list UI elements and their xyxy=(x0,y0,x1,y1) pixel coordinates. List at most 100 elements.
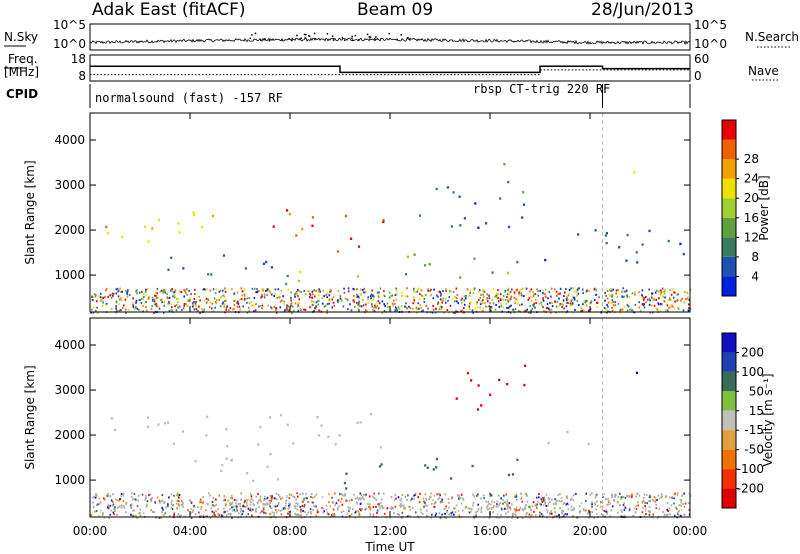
echo-cell xyxy=(496,513,499,516)
echo-cell xyxy=(420,288,422,291)
echo-cell xyxy=(625,289,628,292)
noise-search-point xyxy=(249,37,252,40)
echo-cell xyxy=(542,299,545,302)
echo-cell xyxy=(358,497,361,500)
echo-cell xyxy=(230,458,233,462)
echo-cell xyxy=(554,501,557,504)
echo-cell xyxy=(338,434,341,437)
echo-cell xyxy=(687,307,690,310)
echo-cell xyxy=(611,495,614,498)
echo-cell xyxy=(644,508,647,511)
echo-cell xyxy=(412,287,415,290)
echo-cell xyxy=(239,505,242,508)
echo-cell xyxy=(350,237,353,240)
echo-cell xyxy=(374,302,377,305)
echo-cell xyxy=(315,305,318,308)
echo-cell xyxy=(543,309,545,312)
echo-cell xyxy=(287,305,290,308)
echo-cell xyxy=(659,310,661,313)
echo-cell xyxy=(154,291,157,294)
echo-cell xyxy=(600,501,603,504)
echo-cell xyxy=(279,306,282,309)
velocity-colorbar-segment xyxy=(722,449,736,470)
noise-search-point xyxy=(251,34,253,36)
echo-cell xyxy=(566,495,568,498)
echo-cell xyxy=(401,494,404,497)
power-colorbar-segment xyxy=(722,178,736,199)
echo-cell xyxy=(296,492,298,495)
echo-cell xyxy=(194,302,197,305)
echo-cell xyxy=(297,304,299,307)
echo-cell xyxy=(412,307,414,310)
noise-search-point xyxy=(332,39,335,41)
echo-cell xyxy=(133,509,135,512)
echo-cell xyxy=(215,509,217,512)
echo-cell xyxy=(598,296,600,299)
echo-cell xyxy=(666,309,669,312)
echo-cell xyxy=(523,295,525,298)
echo-cell xyxy=(336,508,339,511)
echo-cell xyxy=(231,501,234,504)
echo-cell xyxy=(429,496,432,499)
echo-cell xyxy=(356,295,358,298)
echo-cell xyxy=(465,294,467,297)
echo-cell xyxy=(507,180,510,184)
echo-cell xyxy=(284,504,287,507)
echo-cell xyxy=(173,514,175,517)
noise-search-point xyxy=(409,39,411,41)
echo-cell xyxy=(533,302,535,305)
echo-cell xyxy=(642,496,645,499)
echo-cell xyxy=(440,292,442,295)
echo-cell xyxy=(572,296,575,299)
echo-cell xyxy=(482,289,485,292)
echo-cell xyxy=(682,502,684,505)
echo-cell xyxy=(258,305,260,308)
echo-cell xyxy=(253,287,256,290)
echo-cell xyxy=(145,496,147,499)
echo-cell xyxy=(110,296,113,299)
echo-cell xyxy=(524,505,526,508)
echo-cell xyxy=(515,289,518,292)
echo-cell xyxy=(262,502,264,505)
echo-cell xyxy=(202,514,205,517)
echo-cell xyxy=(279,495,281,498)
echo-cell xyxy=(285,307,288,310)
echo-cell xyxy=(118,298,121,301)
echo-cell xyxy=(259,304,262,307)
echo-cell xyxy=(243,501,246,504)
echo-cell xyxy=(162,289,165,292)
echo-cell xyxy=(264,512,267,515)
echo-cell xyxy=(245,515,248,518)
echo-cell xyxy=(340,500,342,503)
echo-cell xyxy=(111,504,114,507)
echo-cell xyxy=(215,288,218,291)
echo-cell xyxy=(404,507,406,510)
echo-cell xyxy=(270,293,273,296)
echo-cell xyxy=(156,287,159,290)
echo-cell xyxy=(372,513,375,516)
echo-cell xyxy=(643,493,646,496)
echo-cell xyxy=(200,515,202,518)
echo-cell xyxy=(167,302,170,305)
echo-cell xyxy=(114,428,117,432)
echo-cell xyxy=(671,305,674,308)
echo-cell xyxy=(218,290,221,293)
echo-cell xyxy=(326,296,328,299)
echo-cell xyxy=(538,302,541,305)
echo-cell xyxy=(168,302,171,305)
echo-cell xyxy=(375,505,377,508)
echo-cell xyxy=(423,505,425,508)
echo-cell xyxy=(212,288,215,291)
echo-cell xyxy=(262,508,265,511)
echo-cell xyxy=(676,511,679,514)
y-tick-label: 1000 xyxy=(54,268,85,282)
echo-cell xyxy=(145,294,148,297)
echo-cell xyxy=(428,498,430,501)
echo-cell xyxy=(211,501,214,504)
echo-cell xyxy=(460,493,463,496)
echo-cell xyxy=(261,510,263,513)
echo-cell xyxy=(170,308,172,311)
echo-cell xyxy=(668,509,671,512)
echo-cell xyxy=(318,288,321,291)
echo-cell xyxy=(97,503,99,506)
